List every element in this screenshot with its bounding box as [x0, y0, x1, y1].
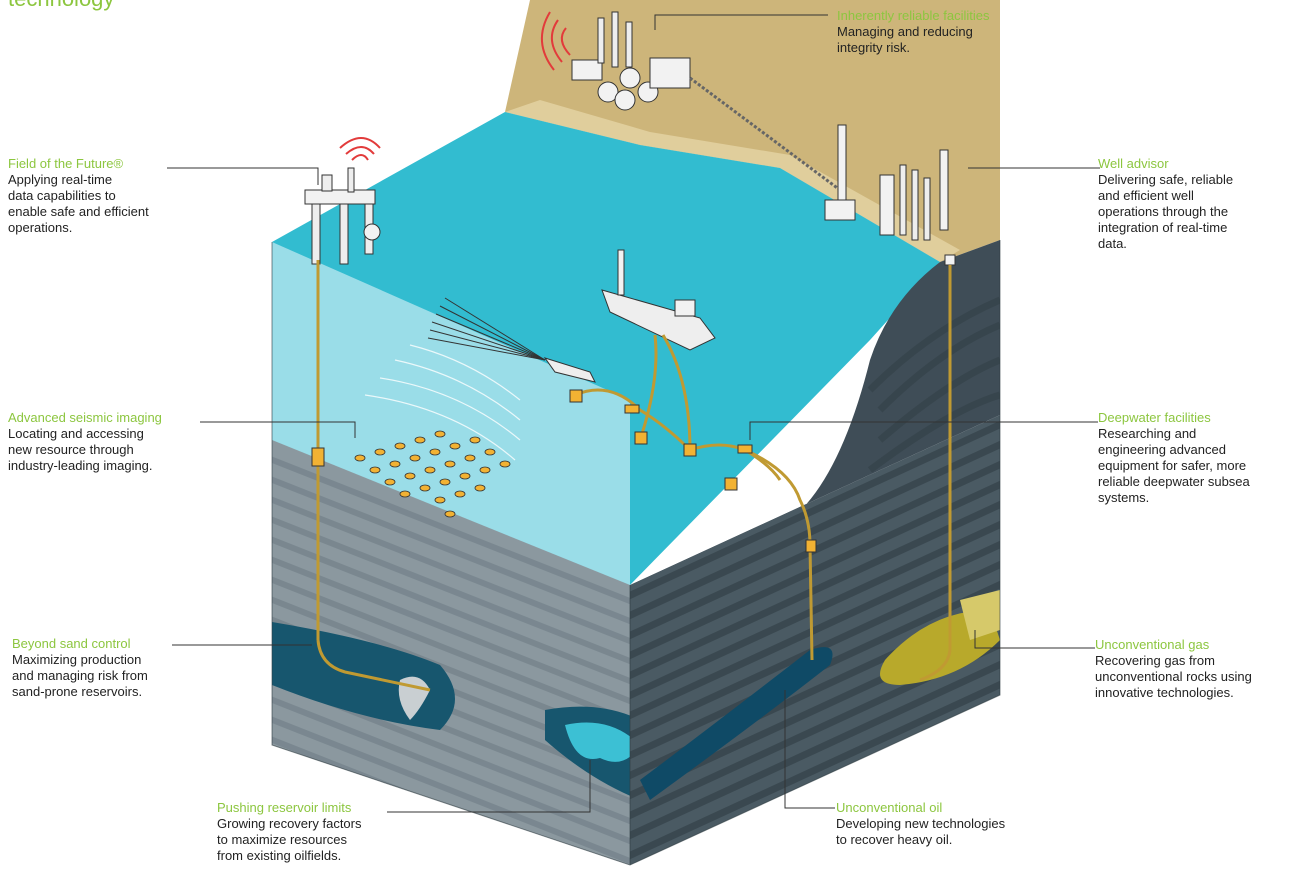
callout-line: Researching and	[1098, 426, 1197, 441]
callout-well-advisor: Well advisor Delivering safe, reliable a…	[1098, 156, 1233, 252]
continental-slope	[630, 240, 1000, 585]
heavy-oil-reservoir	[640, 647, 833, 800]
callout-line: reliable deepwater subsea	[1098, 474, 1250, 489]
callout-title: Inherently reliable facilities	[837, 8, 990, 23]
page-heading: technology	[8, 0, 114, 12]
callout-line: unconventional rocks using	[1095, 669, 1252, 684]
callout-title: Well advisor	[1098, 156, 1169, 171]
callout-line: integrity risk.	[837, 40, 910, 55]
callout-line: to recover heavy oil.	[836, 832, 953, 847]
onshore-rigs	[824, 124, 956, 266]
callout-line: equipment for safer, more	[1098, 458, 1247, 473]
callout-beyond-sand-control: Beyond sand control Maximizing productio…	[12, 636, 148, 700]
callout-title: Beyond sand control	[12, 636, 131, 651]
drill-ship	[601, 249, 716, 351]
callout-unconventional-gas: Unconventional gas Recovering gas from u…	[1095, 637, 1252, 701]
callout-line: to maximize resources	[217, 832, 348, 847]
pushing-reservoir-pocket	[565, 722, 630, 762]
callout-line: sand-prone reservoirs.	[12, 684, 143, 699]
callout-line: Locating and accessing	[8, 426, 144, 441]
onshore-facility	[540, 11, 841, 192]
callout-line: Recovering gas from	[1095, 653, 1215, 668]
seismic-nodes	[354, 430, 511, 518]
callout-line: engineering advanced	[1098, 442, 1226, 457]
callout-line: and managing risk from	[12, 668, 148, 683]
callout-line: Delivering safe, reliable	[1098, 172, 1234, 187]
callout-title: Advanced seismic imaging	[8, 410, 162, 425]
callout-unconventional-oil: Unconventional oil Developing new techno…	[836, 800, 1005, 848]
callout-line: new resource through	[8, 442, 134, 457]
callout-line: integration of real-time	[1098, 220, 1228, 235]
water-column	[272, 242, 630, 585]
callout-line: enable safe and efficient	[8, 204, 149, 219]
callout-line: systems.	[1098, 490, 1150, 505]
callout-line: operations through the	[1098, 204, 1229, 219]
beach	[505, 100, 960, 262]
callout-deepwater-facilities: Deepwater facilities Researching and eng…	[1098, 410, 1250, 506]
callout-line: and efficient well	[1098, 188, 1194, 203]
callout-line: operations.	[8, 220, 73, 235]
leader-lines	[167, 14, 1100, 813]
callout-inherently-reliable-facilities: Inherently reliable facilities Managing …	[837, 8, 989, 56]
subsea-units	[569, 389, 817, 553]
callout-line: data capabilities to	[8, 188, 116, 203]
callout-line: from existing oilfields.	[217, 848, 342, 863]
callout-title: Pushing reservoir limits	[217, 800, 352, 815]
callout-field-of-the-future: Field of the Future® Applying real-time …	[8, 156, 149, 236]
callout-line: industry-leading imaging.	[8, 458, 153, 473]
callout-title: Field of the Future®	[8, 156, 124, 171]
offshore-platform	[304, 137, 381, 265]
left-rock-face	[272, 440, 630, 865]
callout-line: Growing recovery factors	[217, 816, 362, 831]
callout-advanced-seismic-imaging: Advanced seismic imaging Locating and ac…	[8, 410, 162, 474]
callout-line: Maximizing production	[12, 652, 142, 667]
callout-line: data.	[1098, 236, 1127, 251]
seismic-vessel	[427, 297, 596, 383]
callout-line: innovative technologies.	[1095, 685, 1234, 700]
callout-line: Developing new technologies	[836, 816, 1006, 831]
callout-pushing-reservoir-limits: Pushing reservoir limits Growing recover…	[217, 800, 362, 864]
callout-line: Applying real-time	[8, 172, 113, 187]
callout-title: Unconventional oil	[836, 800, 943, 815]
callout-line: Managing and reducing	[837, 24, 973, 39]
callout-title: Unconventional gas	[1095, 637, 1210, 652]
callout-title: Deepwater facilities	[1098, 410, 1211, 425]
